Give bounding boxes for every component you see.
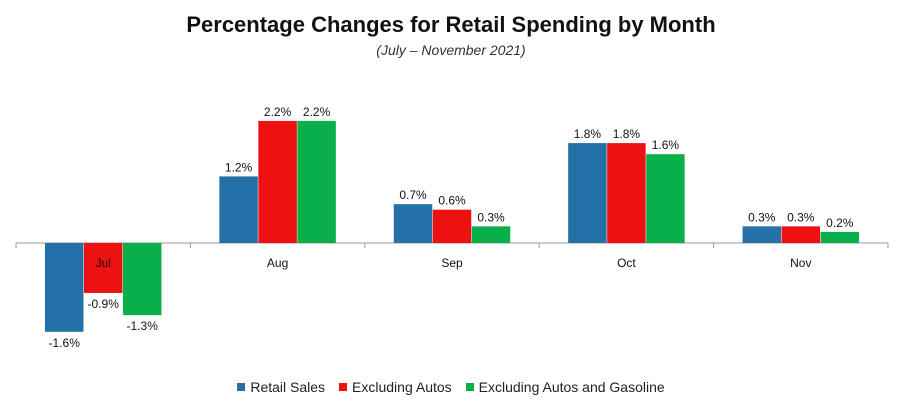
bar-nov-series-3 bbox=[820, 231, 860, 243]
data-label-oct-series-3: 1.6% bbox=[652, 138, 680, 152]
bar-sep-series-3 bbox=[471, 226, 511, 243]
bar-oct-series-2 bbox=[607, 143, 646, 243]
data-label-oct-series-1: 1.8% bbox=[574, 127, 602, 141]
bar-jul-series-3 bbox=[122, 243, 162, 316]
category-label-jul: Jul bbox=[96, 256, 111, 270]
data-label-oct-series-2: 1.8% bbox=[613, 127, 641, 141]
data-label-nov-series-3: 0.2% bbox=[826, 216, 854, 230]
legend: Retail Sales Excluding Autos Excluding A… bbox=[0, 379, 902, 395]
chart-title: Percentage Changes for Retail Spending b… bbox=[186, 12, 716, 37]
bar-oct-series-3 bbox=[646, 154, 685, 243]
data-label-aug-series-2: 2.2% bbox=[264, 105, 292, 119]
legend-swatch-excluding-autos bbox=[339, 383, 348, 391]
chart-subtitle: (July – November 2021) bbox=[376, 42, 526, 58]
bar-sep-series-1 bbox=[393, 204, 433, 243]
category-label-aug: Aug bbox=[267, 256, 288, 270]
data-label-sep-series-3: 0.3% bbox=[477, 210, 505, 224]
bar-nov-series-1 bbox=[742, 226, 782, 243]
legend-label-excluding-autos: Excluding Autos bbox=[352, 379, 452, 395]
legend-label-excluding-autos-gasoline: Excluding Autos and Gasoline bbox=[478, 379, 665, 395]
legend-item-retail-sales: Retail Sales bbox=[237, 379, 325, 395]
data-label-jul-series-3: -1.3% bbox=[127, 319, 159, 333]
data-label-aug-series-1: 1.2% bbox=[225, 160, 253, 174]
data-label-jul-series-2: -0.9% bbox=[88, 297, 120, 311]
data-label-nov-series-2: 0.3% bbox=[787, 210, 815, 224]
legend-swatch-excluding-autos-gasoline bbox=[465, 383, 474, 391]
bar-oct-series-1 bbox=[568, 143, 607, 243]
legend-label-retail-sales: Retail Sales bbox=[250, 379, 326, 395]
data-label-sep-series-1: 0.7% bbox=[399, 188, 427, 202]
data-label-jul-series-1: -1.6% bbox=[49, 336, 81, 350]
bar-nov-series-2 bbox=[781, 226, 821, 243]
bar-jul-series-1 bbox=[44, 243, 84, 332]
category-label-sep: Sep bbox=[441, 256, 463, 270]
legend-swatch-retail-sales bbox=[237, 383, 246, 391]
bar-aug-series-2 bbox=[258, 120, 297, 243]
bar-sep-series-2 bbox=[432, 209, 472, 243]
legend-item-excluding-autos-gasoline: Excluding Autos and Gasoline bbox=[465, 379, 665, 395]
category-label-nov: Nov bbox=[790, 256, 811, 270]
data-label-sep-series-2: 0.6% bbox=[438, 194, 466, 208]
bar-jul-series-2 bbox=[83, 243, 123, 293]
data-label-aug-series-3: 2.2% bbox=[303, 105, 331, 119]
category-label-oct: Oct bbox=[617, 256, 636, 270]
data-label-nov-series-1: 0.3% bbox=[748, 210, 776, 224]
bar-aug-series-1 bbox=[219, 176, 258, 243]
bar-aug-series-3 bbox=[297, 120, 336, 243]
legend-item-excluding-autos: Excluding Autos bbox=[339, 379, 452, 395]
